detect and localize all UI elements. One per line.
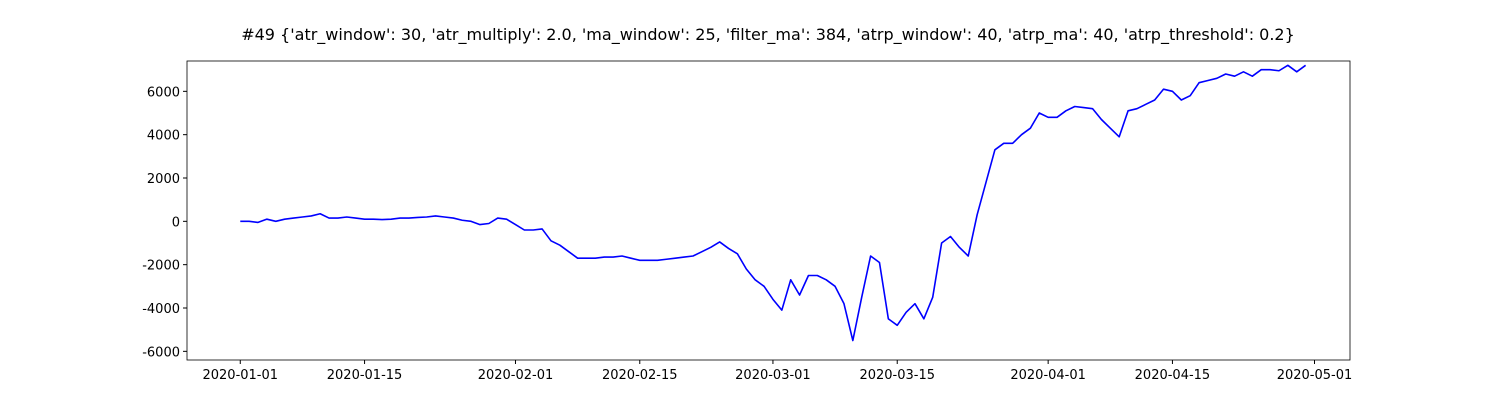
chart-title: #49 {'atr_window': 30, 'atr_multiply': 2… [241,25,1295,45]
x-tick-label: 2020-01-01 [202,368,278,383]
y-tick-label: 2000 [147,172,180,187]
x-tick-label: 2020-03-15 [859,368,935,383]
data-line [240,64,1307,342]
x-tick-label: 2020-01-15 [327,368,403,383]
x-tick-label: 2020-05-01 [1277,368,1353,383]
y-tick-label: -2000 [142,259,180,274]
y-tick-label: -4000 [142,302,180,317]
y-tick-label: -6000 [142,345,180,360]
x-tick-label: 2020-02-01 [478,368,554,383]
plot-frame [186,60,1351,361]
y-tick-label: 6000 [147,85,180,100]
x-tick-label: 2020-03-01 [735,368,811,383]
y-tick-label: 4000 [147,129,180,144]
x-tick-label: 2020-02-15 [602,368,678,383]
x-tick-label: 2020-04-15 [1135,368,1211,383]
x-tick-label: 2020-04-01 [1010,368,1086,383]
y-tick-label: 0 [172,215,180,230]
